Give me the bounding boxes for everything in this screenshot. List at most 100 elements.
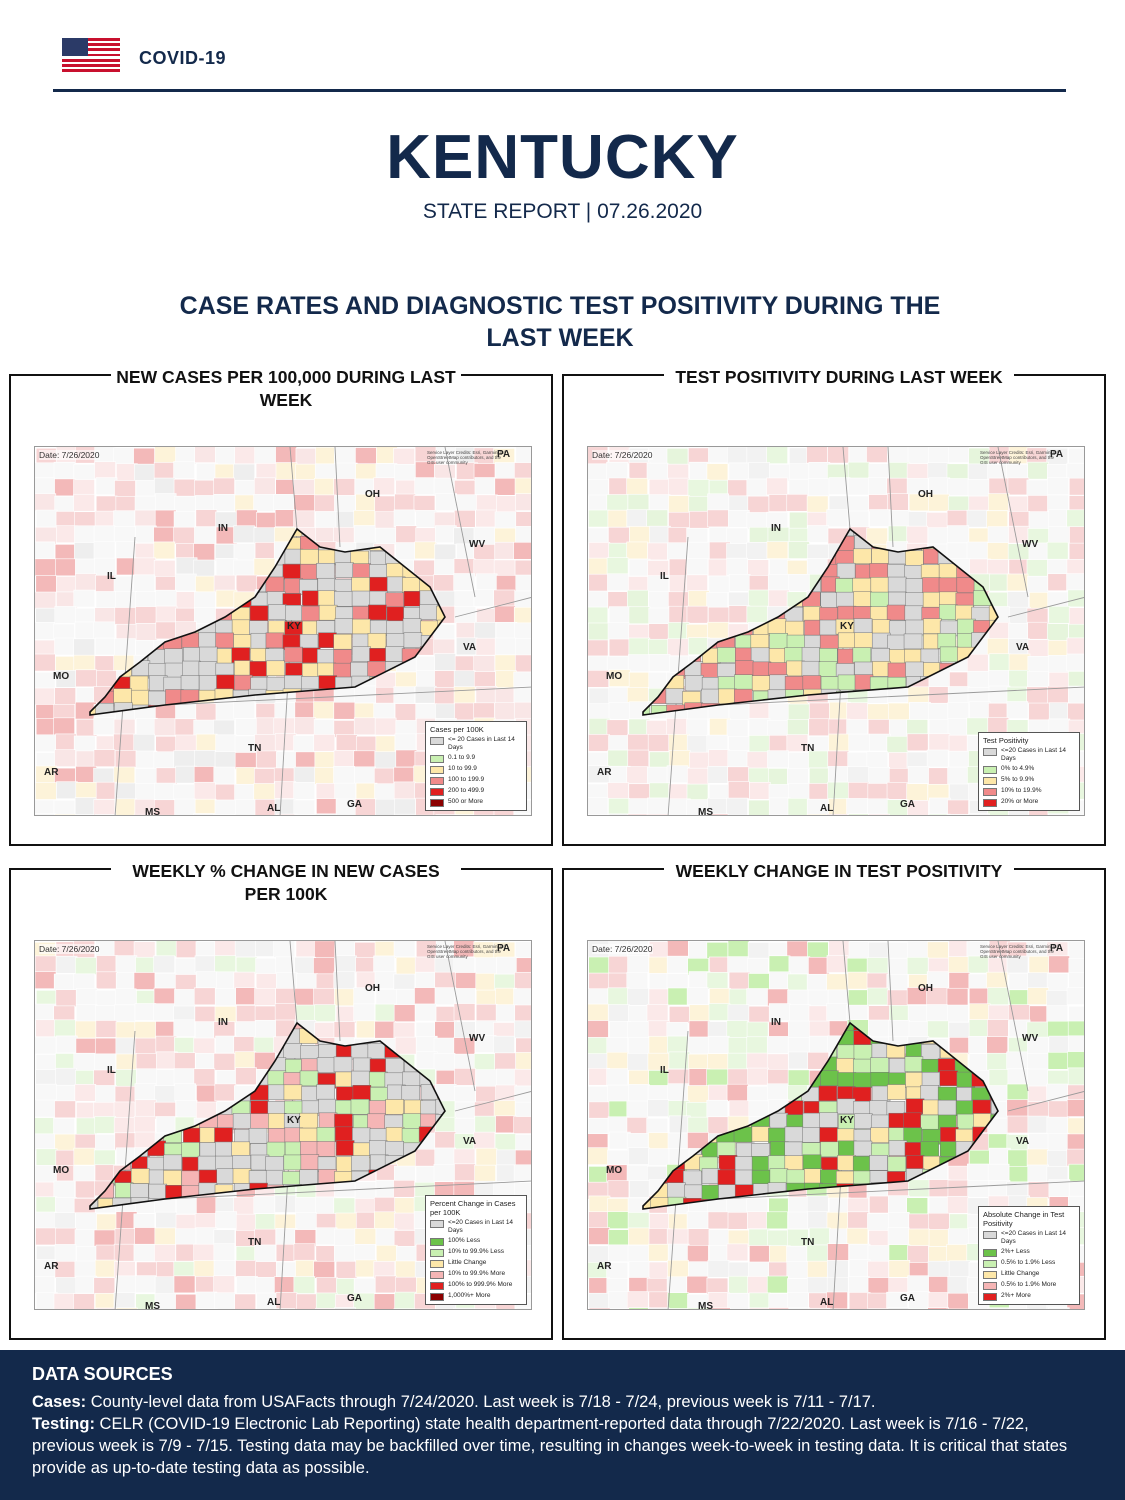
kentucky-county [318, 1098, 337, 1115]
county-cell [1026, 479, 1049, 498]
county-cell [1027, 1085, 1050, 1104]
county-cell [628, 558, 651, 577]
county-cell [988, 670, 1011, 688]
county-cell [173, 526, 195, 545]
kentucky-county [266, 1141, 286, 1158]
county-cell [53, 1117, 75, 1136]
kentucky-county [701, 1168, 721, 1184]
county-cell [908, 815, 929, 816]
county-cell [709, 1307, 731, 1309]
county-cell [847, 766, 870, 784]
county-cell [647, 542, 669, 561]
kentucky-county [769, 1168, 789, 1184]
county-cell [475, 509, 497, 528]
section-title: CASE RATES AND DIAGNOSTIC TEST POSITIVIT… [179, 292, 941, 352]
county-cell [154, 1227, 177, 1246]
county-cell [434, 1308, 457, 1309]
kentucky-county [852, 1156, 872, 1172]
kentucky-county [921, 1044, 940, 1060]
county-cell [514, 462, 531, 480]
county-cell [235, 1067, 257, 1085]
county-cell [275, 462, 298, 480]
county-cell [946, 463, 969, 482]
county-cell [728, 1100, 751, 1119]
kentucky-county [920, 1141, 939, 1157]
county-cell [826, 1260, 849, 1278]
county-cell [649, 525, 671, 544]
county-cell [846, 495, 869, 514]
county-cell [473, 1053, 496, 1071]
county-cell [354, 1228, 377, 1246]
county-cell [414, 685, 437, 704]
map-credit: Service Layer Credits: Esri, Garmin, (c)… [427, 450, 506, 465]
kentucky-county [683, 1170, 702, 1187]
county-cell [295, 751, 317, 770]
kentucky-county [922, 591, 942, 608]
county-cell [356, 1020, 378, 1039]
county-cell [588, 956, 611, 975]
county-cell [1008, 495, 1030, 514]
county-cell [173, 750, 196, 768]
kentucky-county [316, 1057, 336, 1073]
county-cell [135, 480, 158, 498]
kentucky-county [267, 1070, 287, 1087]
county-cell [648, 1148, 670, 1166]
county-cell [196, 462, 218, 481]
county-cell [95, 1020, 118, 1038]
legend-swatch [430, 1293, 444, 1301]
county-cell [293, 494, 315, 512]
county-cell [74, 1260, 97, 1279]
county-cell [54, 637, 76, 656]
county-cell [455, 622, 478, 640]
county-cell [1028, 1133, 1051, 1151]
county-cell [415, 971, 437, 990]
legend-label: 10% to 19.9% [1001, 787, 1042, 794]
kentucky-county [283, 1043, 302, 1059]
kentucky-county [837, 1155, 856, 1171]
county-cell [668, 1006, 691, 1024]
county-cell [133, 1243, 156, 1262]
county-cell [194, 1021, 217, 1039]
county-cell [748, 462, 771, 480]
state-label: OH [918, 983, 933, 994]
county-cell [1046, 541, 1069, 560]
county-cell [55, 1197, 77, 1215]
county-cell [627, 955, 649, 973]
kentucky-county [718, 688, 737, 705]
county-cell [708, 1035, 730, 1054]
county-cell [54, 496, 77, 514]
county-cell [133, 447, 155, 466]
county-cell [949, 1037, 971, 1055]
kentucky-county [717, 647, 736, 663]
county-cell [73, 1165, 95, 1183]
county-cell [788, 541, 810, 559]
county-cell [395, 525, 418, 544]
county-cell [608, 702, 631, 720]
county-cell [727, 1052, 750, 1071]
county-choropleth [35, 447, 531, 815]
kentucky-county [299, 1070, 319, 1087]
county-cell [373, 702, 396, 721]
county-cell [333, 526, 355, 545]
county-cell [133, 733, 156, 752]
county-cell [807, 478, 830, 496]
kentucky-county [905, 578, 925, 594]
county-cell [1006, 701, 1029, 719]
county-cell [848, 1276, 870, 1294]
county-cell [1048, 1307, 1070, 1309]
county-cell [588, 1211, 610, 1230]
county-cell [55, 733, 77, 752]
county-cell [175, 1228, 197, 1247]
state-label: IN [771, 1017, 781, 1028]
county-cell [1026, 1068, 1049, 1087]
kentucky-county [904, 565, 923, 581]
kentucky-county [367, 633, 387, 649]
county-cell [588, 509, 610, 528]
county-cell [354, 941, 376, 960]
kentucky-county [183, 647, 202, 663]
county-cell [588, 1227, 610, 1245]
county-cell [928, 1276, 950, 1294]
county-cell [768, 955, 791, 974]
kentucky-county [819, 619, 839, 636]
county-cell [494, 654, 517, 673]
